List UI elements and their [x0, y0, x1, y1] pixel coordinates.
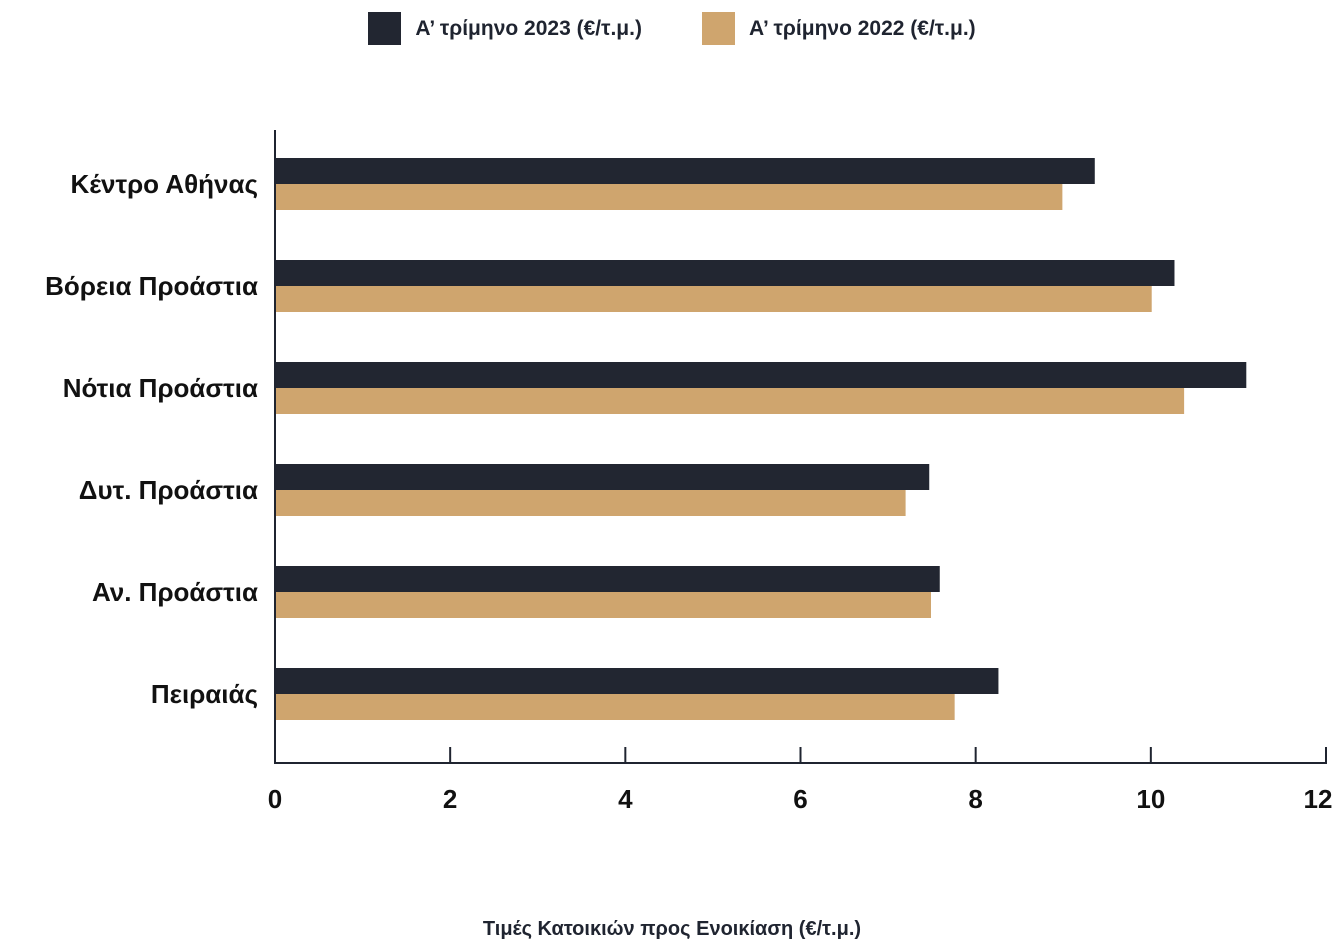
x-tick-label-1: 2	[443, 784, 457, 814]
bar-2022-5	[275, 694, 955, 720]
category-label-3: Δυτ. Προάστια	[79, 475, 258, 505]
category-label-0: Κέντρο Αθήνας	[71, 169, 258, 199]
legend-item-2022: Α’ τρίμηνο 2022 (€/τ.μ.)	[702, 12, 976, 45]
bar-2022-4	[275, 592, 931, 618]
x-tick-label-0: 0	[268, 784, 282, 814]
x-tick-label-6: 12	[1304, 784, 1333, 814]
legend-swatch-2023	[368, 12, 402, 45]
bar-2023-5	[275, 668, 999, 694]
x-tick-label-3: 6	[793, 784, 807, 814]
legend-item-2023: Α’ τρίμηνο 2023 (€/τ.μ.)	[368, 12, 642, 45]
bar-2022-3	[275, 490, 906, 516]
legend-label-2022: Α’ τρίμηνο 2022 (€/τ.μ.)	[749, 16, 976, 40]
bar-2022-0	[275, 184, 1063, 210]
x-tick-label-5: 10	[1136, 784, 1165, 814]
category-label-2: Νότια Προάστια	[63, 373, 258, 403]
legend: Α’ τρίμηνο 2023 (€/τ.μ.) Α’ τρίμηνο 2022…	[0, 12, 1344, 45]
bar-2023-0	[275, 158, 1095, 184]
bar-2023-4	[275, 566, 940, 592]
category-label-4: Αν. Προάστια	[92, 577, 258, 607]
bar-2023-2	[275, 362, 1247, 388]
bar-2022-1	[275, 286, 1152, 312]
legend-swatch-2022	[702, 12, 735, 45]
bar-2023-1	[275, 260, 1175, 286]
x-axis-label: Τιμές Κατοικιών προς Ενοικίαση (€/τ.μ.)	[482, 918, 862, 940]
x-tick-label-4: 8	[968, 784, 982, 814]
bar-2023-3	[275, 464, 930, 490]
legend-label-2023: Α’ τρίμηνο 2023 (€/τ.μ.)	[415, 16, 642, 40]
bar-2022-2	[275, 388, 1185, 414]
category-label-5: Πειραιάς	[151, 679, 258, 709]
x-tick-label-2: 4	[618, 784, 633, 814]
category-label-1: Βόρεια Προάστια	[45, 271, 258, 301]
